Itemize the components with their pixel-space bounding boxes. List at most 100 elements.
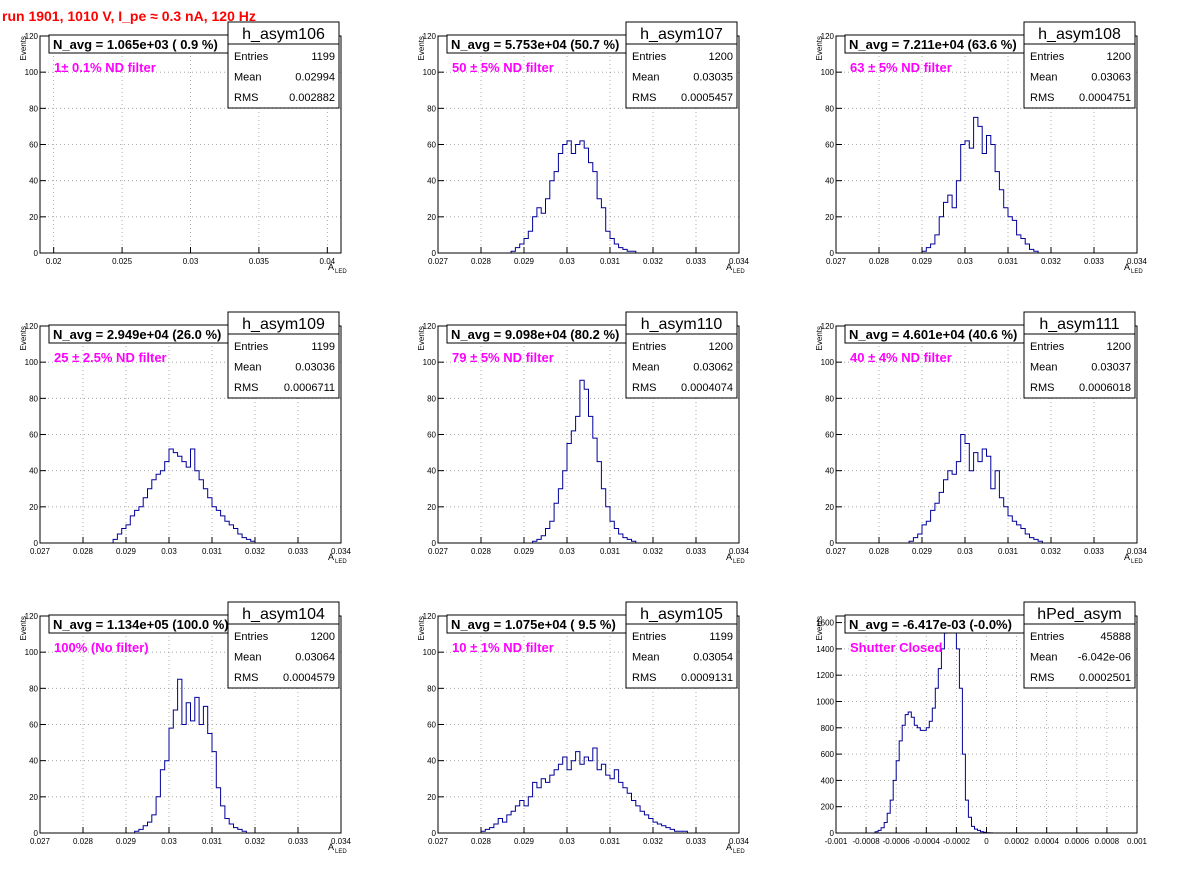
filter-annotation: 79 ± 5% ND filter [452,350,554,365]
x-tick-label: 0.032 [1041,257,1062,266]
stats-value: 0.0002501 [1079,672,1131,684]
x-tick-label: 0.028 [73,837,94,846]
x-tick-label: 0.028 [73,547,94,556]
y-tick-label: 100 [423,648,437,657]
x-tick-label: -0.001 [825,837,848,846]
y-tick-label: 0 [34,249,39,258]
histogram-panel-h_asym104: 0.027 0.028 0.029 0.03 0.031 0.032 0.033 0.034 0… [19,601,352,855]
y-tick-label: 40 [427,467,436,476]
y-tick-label: 80 [29,394,38,403]
y-tick-label: 200 [821,803,835,812]
histogram-series [921,116,1073,254]
navg-label: N_avg = 1.065e+03 ( 0.9 %) [53,37,218,52]
y-tick-label: 100 [25,648,39,657]
navg-label: N_avg = 4.601e+04 (40.6 %) [849,327,1017,342]
y-tick-label: 1200 [816,671,834,680]
histogram-name: h_asym106 [242,26,325,43]
stats-key: Entries [632,51,667,63]
x-tick-label: 0.027 [428,547,449,556]
y-tick-label: 60 [825,431,834,440]
stats-key: RMS [632,92,656,104]
x-tick-label: 0.031 [600,547,621,556]
stats-key: Entries [1030,341,1065,353]
x-tick-label: 0.029 [116,837,137,846]
y-tick-label: 1000 [816,697,834,706]
x-axis-title: A [328,262,334,272]
x-axis-title-subscript: LED [1131,559,1143,565]
y-tick-label: 20 [427,213,436,222]
y-tick-label: 40 [29,467,38,476]
navg-label: N_avg = 9.098e+04 (80.2 %) [451,327,619,342]
navg-label: N_avg = -6.417e-03 (-0.0%) [849,617,1012,632]
stats-value: 1199 [311,341,335,353]
y-tick-label: 80 [427,104,436,113]
x-tick-label: 0.032 [643,547,664,556]
x-axis-title: A [1124,262,1130,272]
x-tick-label: 0.027 [428,837,449,846]
x-axis-title-subscript: LED [335,559,347,565]
x-tick-label: 0.028 [471,547,492,556]
histogram-series [510,140,662,254]
stats-key: Mean [1030,72,1058,84]
y-tick-label: 60 [427,141,436,150]
stats-box [227,21,340,109]
histogram-name: hPed_asym [1037,606,1122,623]
x-axis-title-subscript: LED [733,849,745,855]
y-tick-label: 120 [25,32,39,41]
y-tick-label: 80 [825,394,834,403]
x-axis-title: A [1124,552,1130,562]
y-tick-label: 40 [825,467,834,476]
y-axis-title: Events [417,616,426,640]
stats-value: 0.02994 [295,72,335,84]
x-tick-label: 0.04 [320,257,336,266]
stats-value: 1199 [311,51,335,63]
filter-annotation: 63 ± 5% ND filter [850,60,952,75]
x-tick-label: 0.027 [30,547,51,556]
x-tick-label: 0.034 [729,257,750,266]
x-axis-title-subscript: LED [1131,269,1143,275]
histogram-panel-h_asym109: 0.027 0.028 0.029 0.03 0.031 0.032 0.033 0.034 0… [19,311,352,565]
histogram-panel-hPed_asym: -0.001 -0.0008 -0.0006 -0.0004 -0.0002 0 0.000… [815,601,1148,846]
stats-value: 1200 [709,51,733,63]
stats-value: 0.03054 [693,652,733,664]
stats-key: Entries [234,341,269,353]
x-tick-label: 0 [984,837,989,846]
x-tick-label: 0.033 [1084,257,1105,266]
y-tick-label: 60 [29,431,38,440]
x-tick-label: 0.034 [1127,547,1148,556]
filter-annotation: 10 ± 1% ND filter [452,640,554,655]
y-tick-label: 80 [29,104,38,113]
stats-value: 0.03062 [693,362,733,374]
x-axis-title: A [726,262,732,272]
y-tick-label: 60 [427,721,436,730]
x-tick-label: 0.028 [869,257,890,266]
histogram-series [112,448,286,544]
stats-value: 0.0005457 [681,92,733,104]
y-tick-label: 100 [423,358,437,367]
y-tick-label: 120 [423,612,437,621]
y-tick-label: 40 [29,757,38,766]
x-tick-label: 0.031 [202,837,223,846]
stats-key: RMS [1030,672,1054,684]
histogram-panel-h_asym107: 0.027 0.028 0.029 0.03 0.031 0.032 0.033 0.034 0… [417,21,750,275]
filter-annotation: 100% (No filter) [54,640,149,655]
x-tick-label: 0.031 [600,837,621,846]
y-tick-label: 600 [821,750,835,759]
filter-annotation: 50 ± 5% ND filter [452,60,554,75]
y-tick-label: 400 [821,776,835,785]
stats-key: Entries [234,631,269,643]
x-tick-label: 0.029 [514,837,535,846]
y-tick-label: 20 [427,503,436,512]
stats-value: 0.002882 [289,92,335,104]
stats-value: -6.042e-06 [1078,652,1131,664]
x-tick-label: 0.028 [471,837,492,846]
x-tick-label: 0.033 [686,257,707,266]
y-axis-title: Events [19,36,28,60]
y-tick-label: 40 [825,177,834,186]
stats-value: 0.0009131 [681,672,733,684]
x-axis-title: A [328,552,334,562]
x-tick-label: 0.02 [46,257,62,266]
stats-value: 1200 [1107,341,1131,353]
stats-value: 0.0006018 [1079,382,1131,394]
